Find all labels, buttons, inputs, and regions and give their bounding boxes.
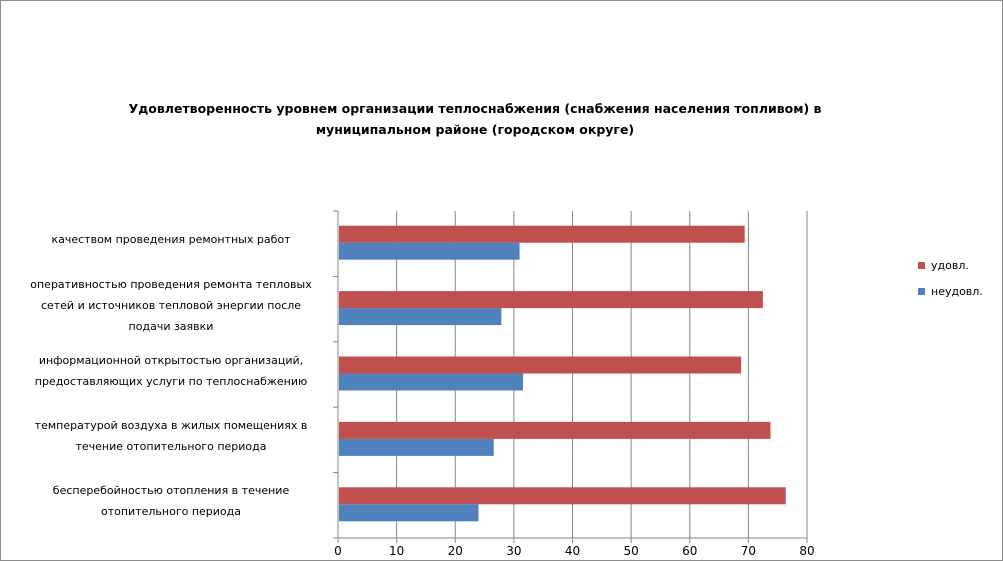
- chart-title-line: Удовлетворенность уровнем организации те…: [128, 101, 822, 116]
- x-tick-label: 50: [623, 544, 638, 558]
- category-label-line: оперативностью проведения ремонта теплов…: [30, 277, 312, 291]
- bar-satisfied: [339, 487, 786, 505]
- x-tick-label: 10: [389, 544, 404, 558]
- category-label-line: предоставляющих услуги по теплоснабжению: [34, 374, 308, 388]
- category-label-line: подачи заявки: [128, 319, 214, 333]
- category-label-line: качеством проведения ремонтных работ: [51, 233, 291, 247]
- category-label-line: температурой воздуха в жилых помещениях …: [34, 418, 308, 432]
- bar-unsatisfied: [339, 242, 520, 260]
- bar-unsatisfied: [339, 504, 479, 522]
- bar-satisfied: [339, 356, 742, 374]
- x-tick-label: 30: [506, 544, 521, 558]
- category-label: бесперебойностью отопления в течение отоп…: [11, 480, 331, 522]
- category-label-line: сетей и источников тепловой энергии посл…: [40, 298, 302, 312]
- bar-unsatisfied: [339, 438, 494, 456]
- legend-swatch-satisfied: [918, 261, 925, 269]
- chart-title: Удовлетворенность уровнем организации те…: [120, 98, 830, 140]
- x-tick-label: 20: [448, 544, 463, 558]
- category-label-line: течение отопительного периода: [75, 439, 267, 453]
- bar-satisfied: [339, 421, 771, 439]
- bar-satisfied: [339, 291, 763, 309]
- legend-label-satisfied: удовл.: [931, 258, 969, 272]
- bar-unsatisfied: [339, 308, 502, 326]
- x-tick-label: 0: [334, 544, 342, 558]
- legend: удовл. неудовл.: [918, 259, 983, 311]
- category-label-line: информационной открытостью организаций,: [38, 353, 304, 367]
- legend-swatch-unsatisfied: [918, 287, 925, 295]
- legend-item-unsatisfied: неудовл.: [918, 284, 983, 298]
- x-tick-label: 70: [741, 544, 756, 558]
- x-tick-label: 60: [682, 544, 697, 558]
- category-label: информационной открытостью организаций, п…: [11, 350, 331, 392]
- category-label-line: бесперебойностью отопления в течение: [52, 484, 290, 498]
- category-label: температурой воздуха в жилых помещениях …: [11, 415, 331, 457]
- bar-unsatisfied: [339, 373, 524, 391]
- x-tick-label: 40: [565, 544, 580, 558]
- category-label: оперативностью проведения ремонта теплов…: [11, 274, 331, 337]
- x-tick-label: 80: [799, 544, 814, 558]
- category-label-line: отопительного периода: [101, 505, 241, 519]
- legend-item-satisfied: удовл.: [918, 258, 983, 272]
- category-label: качеством проведения ремонтных работ: [11, 229, 331, 250]
- chart-title-line: муниципальном районе (городском округе): [315, 122, 635, 137]
- legend-label-unsatisfied: неудовл.: [931, 284, 983, 298]
- bar-satisfied: [339, 225, 745, 243]
